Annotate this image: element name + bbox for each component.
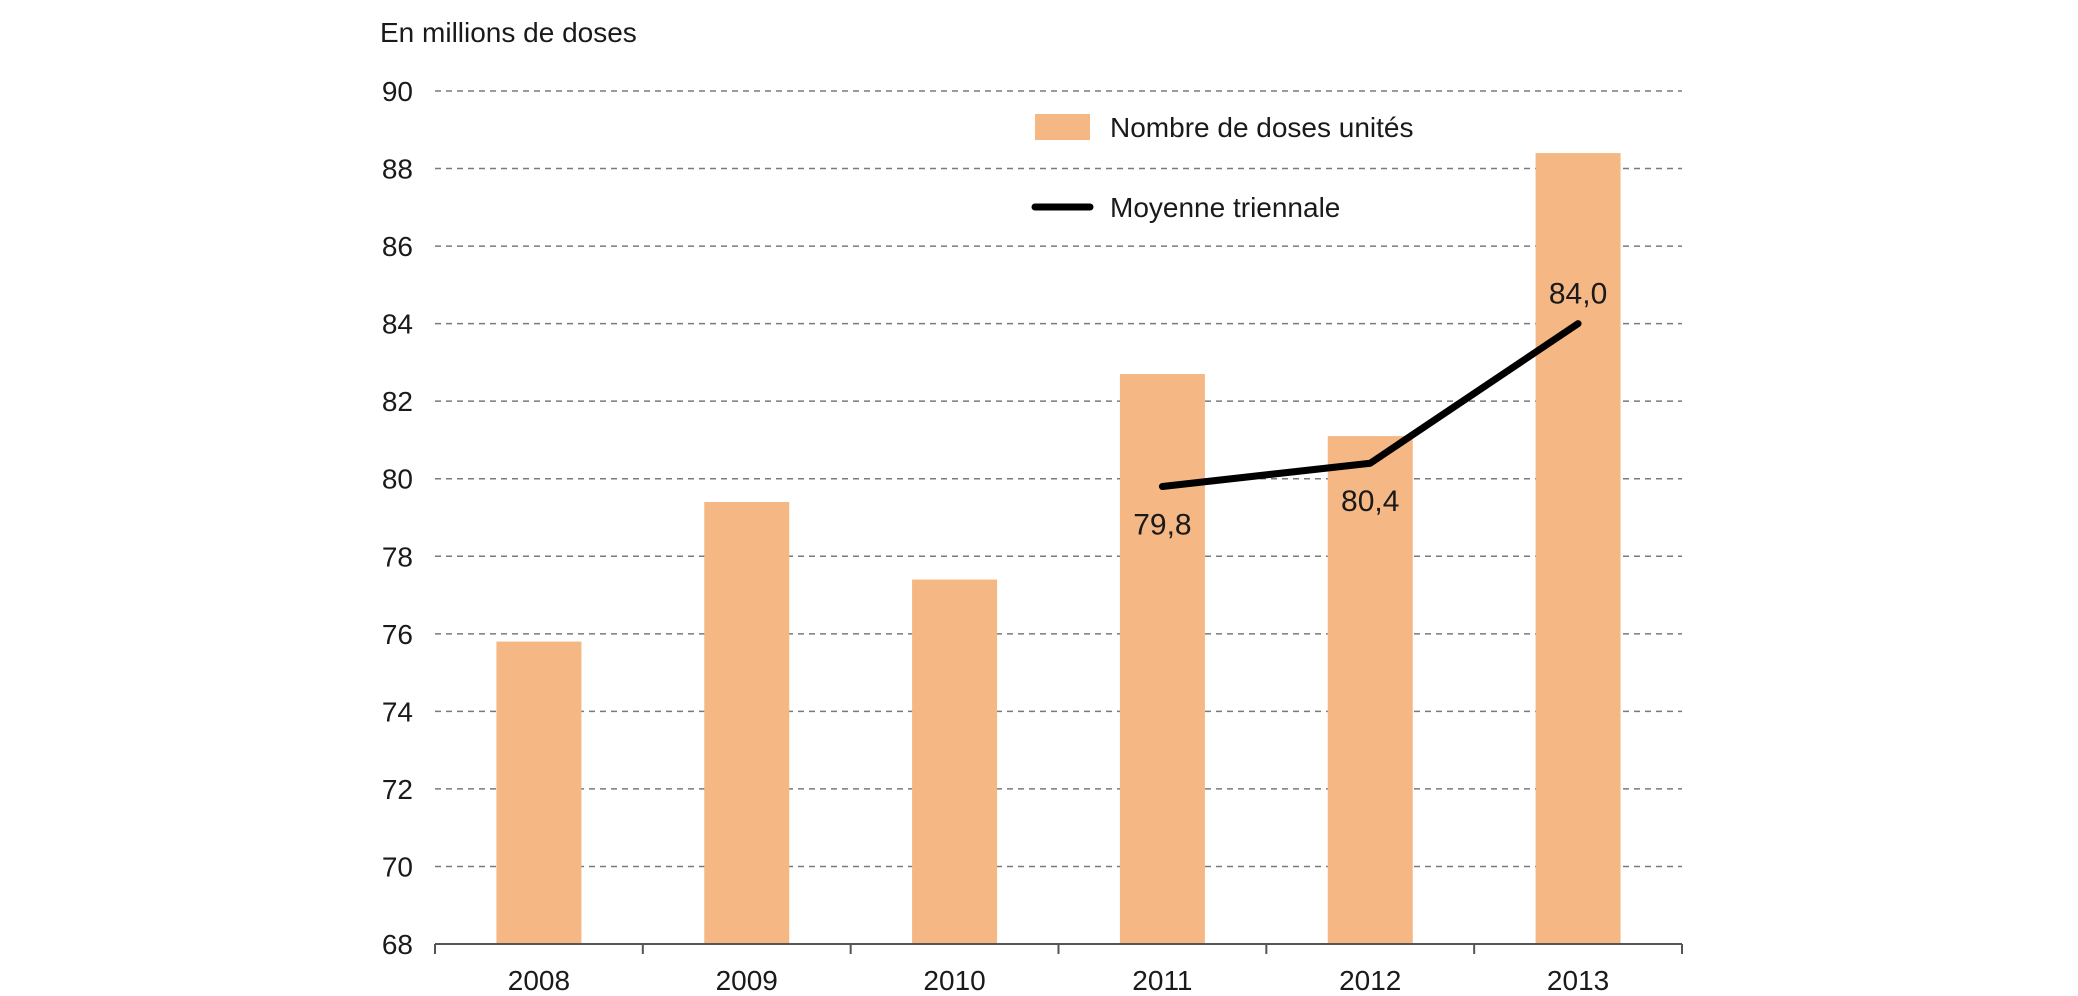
x-axis-ticks: 2008 2009 2010 2011 2012 2013 bbox=[508, 965, 1609, 996]
legend: Nombre de doses unités Moyenne triennale bbox=[1031, 112, 1414, 223]
bar bbox=[912, 579, 998, 944]
x-tick-label: 2013 bbox=[1547, 965, 1609, 996]
data-label: 84,0 bbox=[1549, 278, 1607, 311]
legend-bar-label: Nombre de doses unités bbox=[1110, 112, 1414, 143]
x-tick-label: 2010 bbox=[923, 965, 985, 996]
x-axis bbox=[434, 943, 1683, 954]
x-tick-label: 2012 bbox=[1339, 965, 1401, 996]
trend-line bbox=[1158, 320, 1582, 490]
legend-bar-swatch bbox=[1035, 114, 1090, 140]
y-tick-label: 78 bbox=[382, 541, 413, 572]
y-tick-label: 86 bbox=[382, 231, 413, 262]
y-tick-label: 82 bbox=[382, 386, 413, 417]
y-axis-unit-label: En millions de doses bbox=[380, 17, 637, 48]
y-tick-label: 76 bbox=[382, 619, 413, 650]
bar bbox=[1535, 153, 1621, 944]
y-tick-label: 72 bbox=[382, 774, 413, 805]
bars bbox=[496, 153, 1621, 945]
y-tick-label: 88 bbox=[382, 154, 413, 185]
data-label: 80,4 bbox=[1341, 485, 1399, 518]
bar bbox=[704, 501, 790, 944]
y-tick-label: 68 bbox=[382, 929, 413, 960]
y-tick-label: 80 bbox=[382, 464, 413, 495]
bar bbox=[1119, 374, 1205, 945]
x-tick-label: 2009 bbox=[716, 965, 778, 996]
y-axis-ticks: 68 70 72 74 76 78 80 82 84 86 88 90 bbox=[382, 76, 413, 960]
gridlines bbox=[435, 90, 1682, 868]
data-label: 79,8 bbox=[1133, 508, 1191, 541]
y-tick-label: 90 bbox=[382, 76, 413, 107]
data-labels: 79,8 80,4 84,0 bbox=[1133, 278, 1607, 542]
trend-line-path bbox=[1158, 320, 1582, 490]
y-tick-label: 84 bbox=[382, 309, 413, 340]
y-tick-label: 74 bbox=[382, 696, 413, 727]
x-tick-label: 2008 bbox=[508, 965, 570, 996]
bar bbox=[496, 641, 582, 944]
x-tick-label: 2011 bbox=[1132, 965, 1192, 996]
legend-line-label: Moyenne triennale bbox=[1110, 192, 1340, 223]
bar bbox=[1327, 436, 1413, 944]
y-tick-label: 70 bbox=[382, 851, 413, 882]
